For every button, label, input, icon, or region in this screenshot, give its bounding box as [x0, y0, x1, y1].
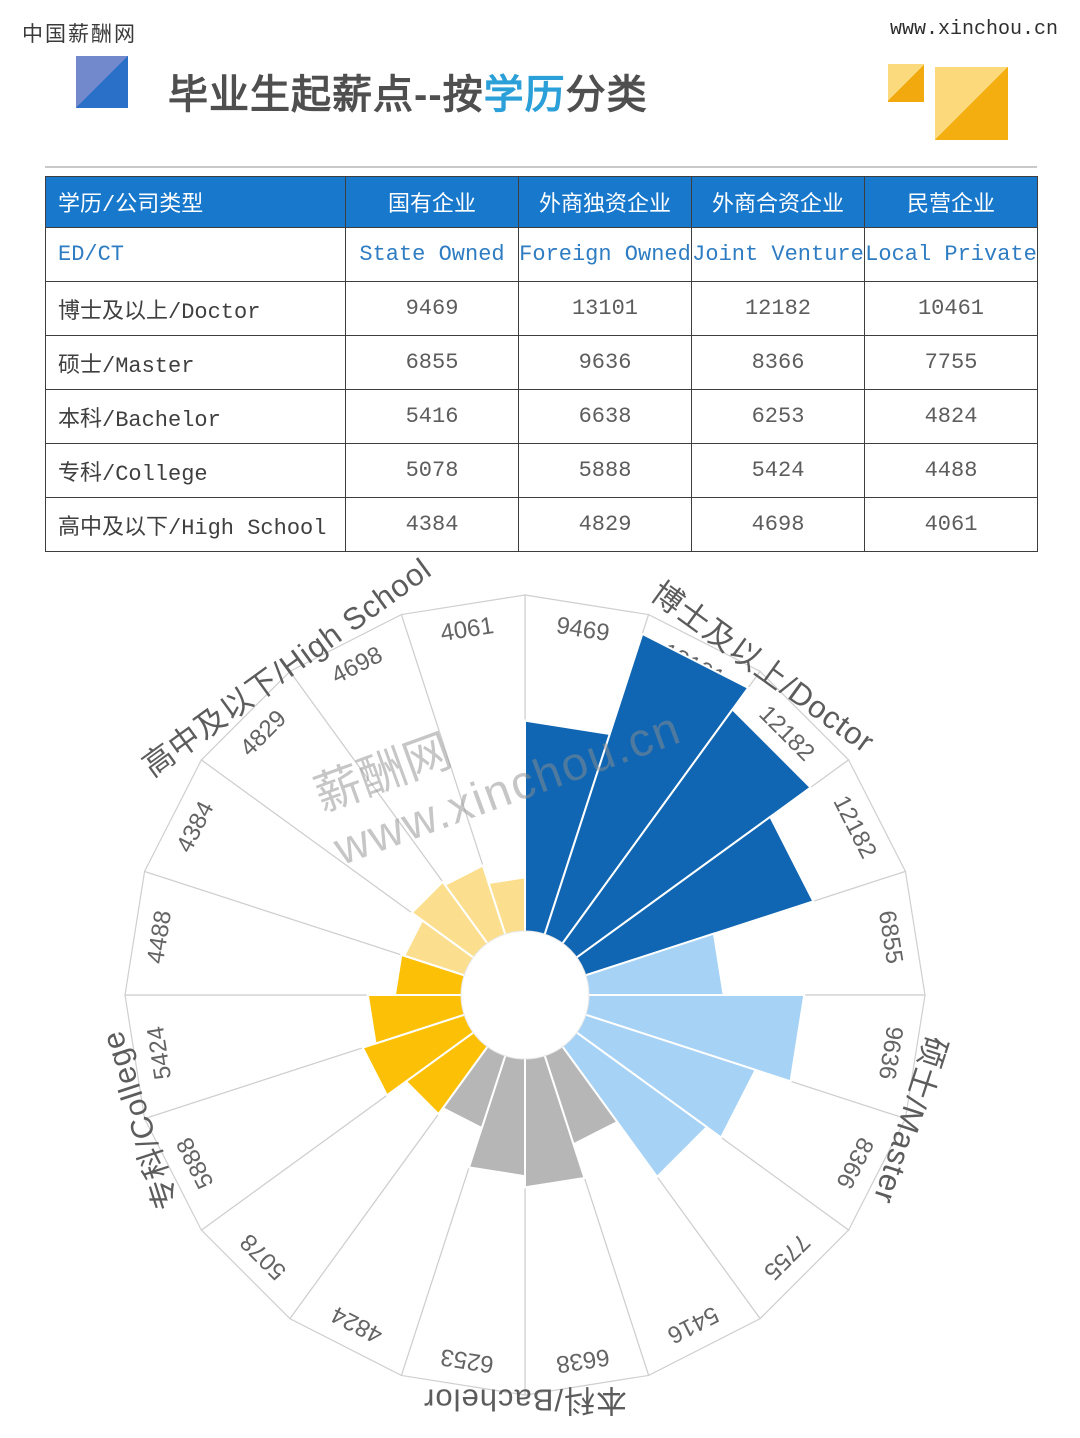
value-cell: Local Private [864, 227, 1038, 282]
row-label-cell: 本科/Bachelor [45, 389, 346, 444]
row-label-cell: 高中及以下/High School [45, 497, 346, 552]
brand-logo-yellow-square-small [888, 64, 924, 102]
value-cell: 4488 [864, 443, 1038, 498]
brand-logo-blue-square [76, 56, 128, 108]
value-cell: 6855 [345, 335, 519, 390]
value-cell: 9469 [345, 281, 519, 336]
value-cell: 国有企业 [345, 176, 519, 228]
value-cell: 4061 [864, 497, 1038, 552]
row-label-cell: 博士及以上/Doctor [45, 281, 346, 336]
page-title: 毕业生起薪点--按学历分类 [168, 73, 648, 117]
brand-logo-yellow-square-large [935, 67, 1008, 140]
page-title-highlight: 学历 [483, 73, 566, 117]
value-cell: 5424 [691, 443, 865, 498]
value-cell: 4384 [345, 497, 519, 552]
value-cell: 6638 [518, 389, 692, 444]
value-cell: 7755 [864, 335, 1038, 390]
value-cell: 5416 [345, 389, 519, 444]
row-label-cell: 硕士/Master [45, 335, 346, 390]
salary-table: 学历/公司类型 国有企业 外商独资企业 外商合资企业 民营企业 ED/CT State Ow… [45, 176, 1038, 552]
value-cell: 6253 [691, 389, 865, 444]
value-cell: 4829 [518, 497, 692, 552]
table-row: 博士及以上/Doctor 9469 13101 12182 10461 [45, 281, 1038, 336]
value-cell: 10461 [864, 281, 1038, 336]
table-row: 学历/公司类型 国有企业 外商独资企业 外商合资企业 民营企业 [45, 176, 1038, 228]
row-label-cell: 专科/College [45, 443, 346, 498]
rose-chart: 9469131011218212182685596368366775554166… [94, 551, 953, 1418]
value-cell: State Owned [345, 227, 519, 282]
value-cell: 4824 [864, 389, 1038, 444]
value-cell: 5078 [345, 443, 519, 498]
value-cell: 13101 [518, 281, 692, 336]
value-cell: 5888 [518, 443, 692, 498]
table-row: ED/CT State Owned Foreign Owned Joint Ventu… [45, 227, 1038, 282]
table-row: 硕士/Master 6855 9636 8366 7755 [45, 335, 1038, 390]
value-cell: 8366 [691, 335, 865, 390]
salary-table-body: 学历/公司类型 国有企业 外商独资企业 外商合资企业 民营企业 ED/CT State Ow… [45, 176, 1038, 552]
value-cell: 9636 [518, 335, 692, 390]
table-row: 专科/College 5078 5888 5424 4488 [45, 443, 1038, 498]
row-label-cell: 学历/公司类型 [45, 176, 346, 228]
site-name: 中国薪酬网 [22, 22, 137, 46]
value-cell: 外商独资企业 [518, 176, 692, 228]
table-row: 高中及以下/High School 4384 4829 4698 4061 [45, 497, 1038, 552]
value-cell: 外商合资企业 [691, 176, 865, 228]
value-cell: 民营企业 [864, 176, 1038, 228]
value-cell: Joint Venture [691, 227, 865, 282]
header-divider [45, 166, 1037, 168]
table-row: 本科/Bachelor 5416 6638 6253 4824 [45, 389, 1038, 444]
group-label: 本科/Bachelor [423, 1383, 627, 1418]
site-url: www.xinchou.cn [889, 18, 1058, 41]
value-cell: Foreign Owned [518, 227, 692, 282]
row-label-cell: ED/CT [45, 227, 346, 282]
value-cell: 4698 [691, 497, 865, 552]
center-hole [460, 930, 590, 1060]
value-cell: 12182 [691, 281, 865, 336]
